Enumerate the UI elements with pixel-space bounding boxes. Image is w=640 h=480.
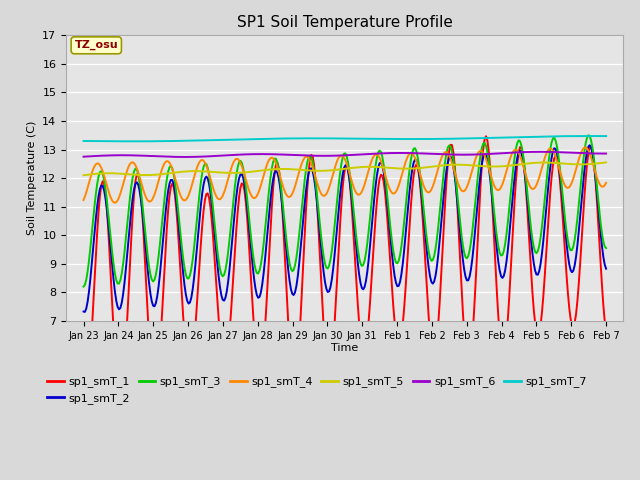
Legend: sp1_smT_1, sp1_smT_2, sp1_smT_3, sp1_smT_4, sp1_smT_5, sp1_smT_6, sp1_smT_7: sp1_smT_1, sp1_smT_2, sp1_smT_3, sp1_smT… bbox=[43, 372, 591, 408]
Text: TZ_osu: TZ_osu bbox=[74, 40, 118, 50]
X-axis label: Time: Time bbox=[331, 343, 358, 353]
Y-axis label: Soil Temperature (C): Soil Temperature (C) bbox=[27, 121, 36, 235]
Title: SP1 Soil Temperature Profile: SP1 Soil Temperature Profile bbox=[237, 15, 452, 30]
